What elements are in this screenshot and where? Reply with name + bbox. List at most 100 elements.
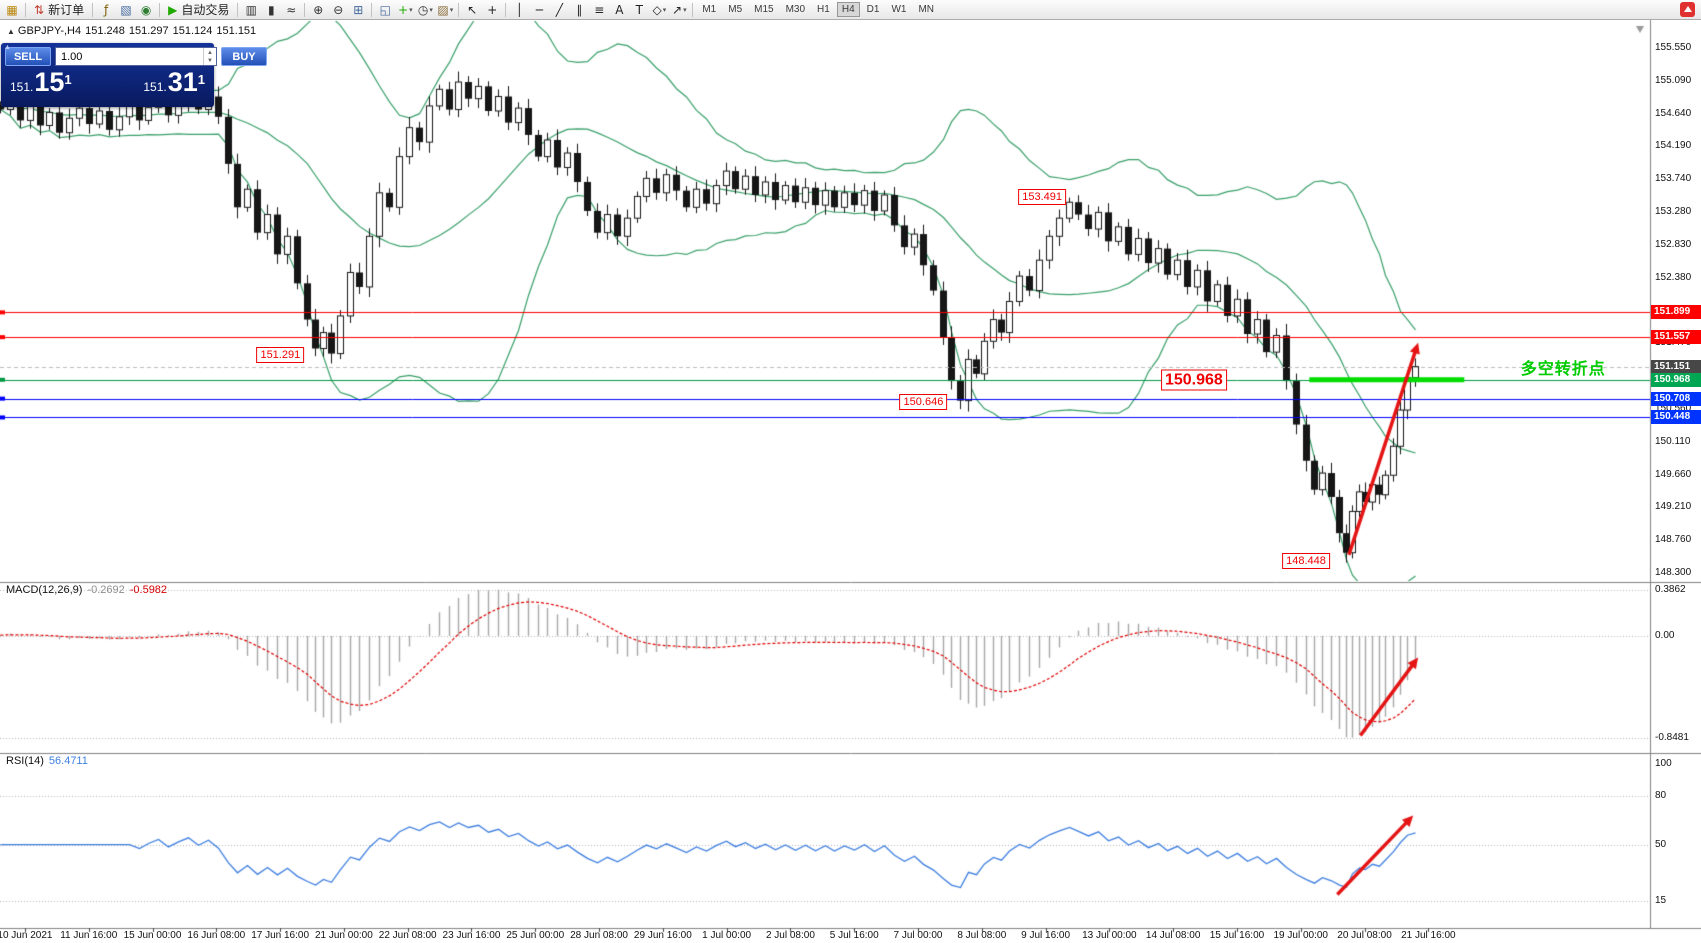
notification-glyph xyxy=(1683,6,1692,12)
new-chart-icon[interactable]: ▦ xyxy=(6,2,18,17)
label-icon[interactable]: T xyxy=(635,2,643,17)
time-axis-label: 13 Jul 00:00 xyxy=(1082,930,1137,941)
channel-icon[interactable]: ∥ xyxy=(576,2,583,17)
trendline-icon[interactable]: ╱ xyxy=(555,2,563,17)
volume-up-icon[interactable]: ▲ xyxy=(207,49,213,56)
periods-icon[interactable]: ◷ ▾ xyxy=(417,2,433,17)
price-axis-label: 148.760 xyxy=(1655,533,1692,545)
timeframe-h1[interactable]: H1 xyxy=(817,4,830,15)
time-axis-label: 15 Jun 00:00 xyxy=(123,930,182,941)
price-axis-label: 154.190 xyxy=(1655,140,1692,152)
expert-advisors-icon[interactable]: ƒ xyxy=(103,2,109,17)
fibonacci-icon[interactable]: ≡ xyxy=(594,2,605,17)
turning-point-annotation[interactable]: 多空转折点 xyxy=(1520,360,1606,378)
text-icon[interactable]: A xyxy=(615,2,624,17)
time-axis-label: 16 Jun 08:00 xyxy=(187,930,246,941)
sell-price: 151. 15 1 xyxy=(10,67,72,98)
chart-profiles-icon[interactable]: ▧ xyxy=(120,2,132,17)
price-callout[interactable]: 148.448 xyxy=(1282,552,1330,569)
price-tag: 150.708 xyxy=(1651,391,1701,406)
horizontal-line-icon[interactable]: ─ xyxy=(535,2,543,17)
chart-ohlc-header: ▲ GBPJPY-,H4 151.248 151.297 151.124 151.151 xyxy=(7,25,260,37)
cursor-icon[interactable]: ↖ xyxy=(467,2,478,17)
ohlc-close: 151.151 xyxy=(216,25,257,37)
time-axis-label: 25 Jun 00:00 xyxy=(506,930,565,941)
zoom-out-icon[interactable]: ⊖ xyxy=(333,2,344,17)
auto-trading-button[interactable]: ▶ 自动交易 xyxy=(163,1,234,19)
timeframe-mn[interactable]: MN xyxy=(918,4,934,15)
price-callout[interactable]: 150.968 xyxy=(1160,369,1227,391)
price-callout[interactable]: 150.646 xyxy=(899,394,948,411)
price-axis-label: 153.280 xyxy=(1655,206,1692,218)
candlestick-chart-icon[interactable]: ▮ xyxy=(268,2,275,17)
price-axis-label: 154.640 xyxy=(1655,107,1692,119)
templates-icon[interactable]: ▨ ▾ xyxy=(437,2,454,17)
toolbar: ▦ ⇅ 新订单 ƒ ▧ ◉ ▶ 自动交易 ▥ ▮ ≈ ⊕ ⊖ ⊞ ◱ + ▾ ◷ ▾ ▨ ▾ ↖ + │ ─ ╱ ∥ ≡ A T ◇ ▾ ↗ ▾ M… xyxy=(0,0,1701,20)
price-axis-label: 150.110 xyxy=(1655,435,1691,447)
buy-button[interactable]: BUY xyxy=(221,47,267,66)
buy-price-sup: 1 xyxy=(197,72,205,87)
timeframe-m5[interactable]: M5 xyxy=(728,4,743,15)
time-axis-label: 19 Jul 00:00 xyxy=(1273,930,1329,941)
toolbar-separator xyxy=(304,2,306,17)
timeframe-m30[interactable]: M30 xyxy=(785,4,806,15)
price-axis-label: 152.830 xyxy=(1655,238,1692,250)
time-axis-label: 8 Jul 08:00 xyxy=(957,930,1007,941)
timeframe-d1[interactable]: D1 xyxy=(866,4,880,15)
panel-collapse-icon[interactable]: ▲ xyxy=(4,44,11,51)
rsi-axis-label: 50 xyxy=(1655,838,1667,850)
crosshair-icon[interactable]: + xyxy=(487,2,498,17)
bar-chart-icon[interactable]: ▥ xyxy=(245,2,257,17)
toolbar-separator xyxy=(25,2,26,17)
price-axis-label: 150.560 xyxy=(1655,403,1692,415)
price-callout[interactable]: 151.291 xyxy=(256,347,305,364)
toolbar-separator xyxy=(692,2,694,17)
price-axis-label: 155.550 xyxy=(1655,42,1692,53)
notification-icon[interactable] xyxy=(1680,2,1695,17)
time-axis-label: 23 Jun 16:00 xyxy=(442,930,501,941)
sell-button[interactable]: SELL xyxy=(5,47,51,66)
arrows-icon[interactable]: ↗ ▾ xyxy=(672,2,687,17)
time-axis-label: 9 Jul 16:00 xyxy=(1021,930,1071,941)
price-callout[interactable]: 153.491 xyxy=(1018,189,1067,206)
time-axis-label: 10 Jun 2021 xyxy=(0,930,53,941)
ohlc-open: 151.248 xyxy=(85,25,125,37)
timeframe-m1[interactable]: M1 xyxy=(702,4,717,15)
symbol-marker-icon: ▲ xyxy=(7,27,15,36)
time-axis-label: 11 Jun 16:00 xyxy=(60,930,118,941)
price-axis-label: 152.380 xyxy=(1655,271,1692,283)
toolbar-separator xyxy=(371,2,373,17)
time-axis-label: 20 Jul 08:00 xyxy=(1337,930,1392,941)
line-chart-icon[interactable]: ≈ xyxy=(286,2,297,17)
cascade-windows-icon[interactable]: ◱ xyxy=(379,2,391,17)
volume-stepper[interactable]: ▲ ▼ xyxy=(203,48,216,65)
vertical-line-icon[interactable]: │ xyxy=(515,2,523,17)
alerts-icon[interactable]: ◉ xyxy=(140,2,152,17)
auto-trading-button-icon: ▶ xyxy=(168,2,178,17)
volume-input[interactable] xyxy=(56,50,203,63)
dropdown-icon: ▾ xyxy=(409,5,413,14)
buy-price-big: 31 xyxy=(167,67,198,97)
tile-windows-icon[interactable]: ⊞ xyxy=(353,2,364,17)
timeframe-m15[interactable]: M15 xyxy=(754,4,774,15)
price-tag: 151.151 xyxy=(1651,359,1701,374)
dropdown-icon: ▾ xyxy=(662,5,667,14)
timeframe-h4[interactable]: H4 xyxy=(836,2,860,17)
chart-symbol-period: GBPJPY-,H4 xyxy=(17,25,82,37)
timeframe-w1[interactable]: W1 xyxy=(891,4,907,15)
new-order-button[interactable]: ⇅ 新订单 xyxy=(29,1,89,19)
volume-down-icon[interactable]: ▼ xyxy=(207,57,213,64)
macd-axis-label: 0.3862 xyxy=(1655,583,1686,595)
price-axis-label: 149.210 xyxy=(1655,501,1692,513)
shapes-icon[interactable]: ◇ ▾ xyxy=(652,2,667,17)
volume-field[interactable]: ▲ ▼ xyxy=(55,47,217,66)
time-axis-label: 21 Jul 16:00 xyxy=(1401,930,1456,941)
toolbar-separator xyxy=(458,2,460,17)
indicators-icon[interactable]: + ▾ xyxy=(398,2,413,17)
zoom-in-icon[interactable]: ⊕ xyxy=(313,2,324,17)
rsi-axis-label: 100 xyxy=(1655,758,1672,769)
macd-axis-label: 0.00 xyxy=(1655,629,1675,641)
rsi-name: RSI(14) xyxy=(6,755,44,767)
